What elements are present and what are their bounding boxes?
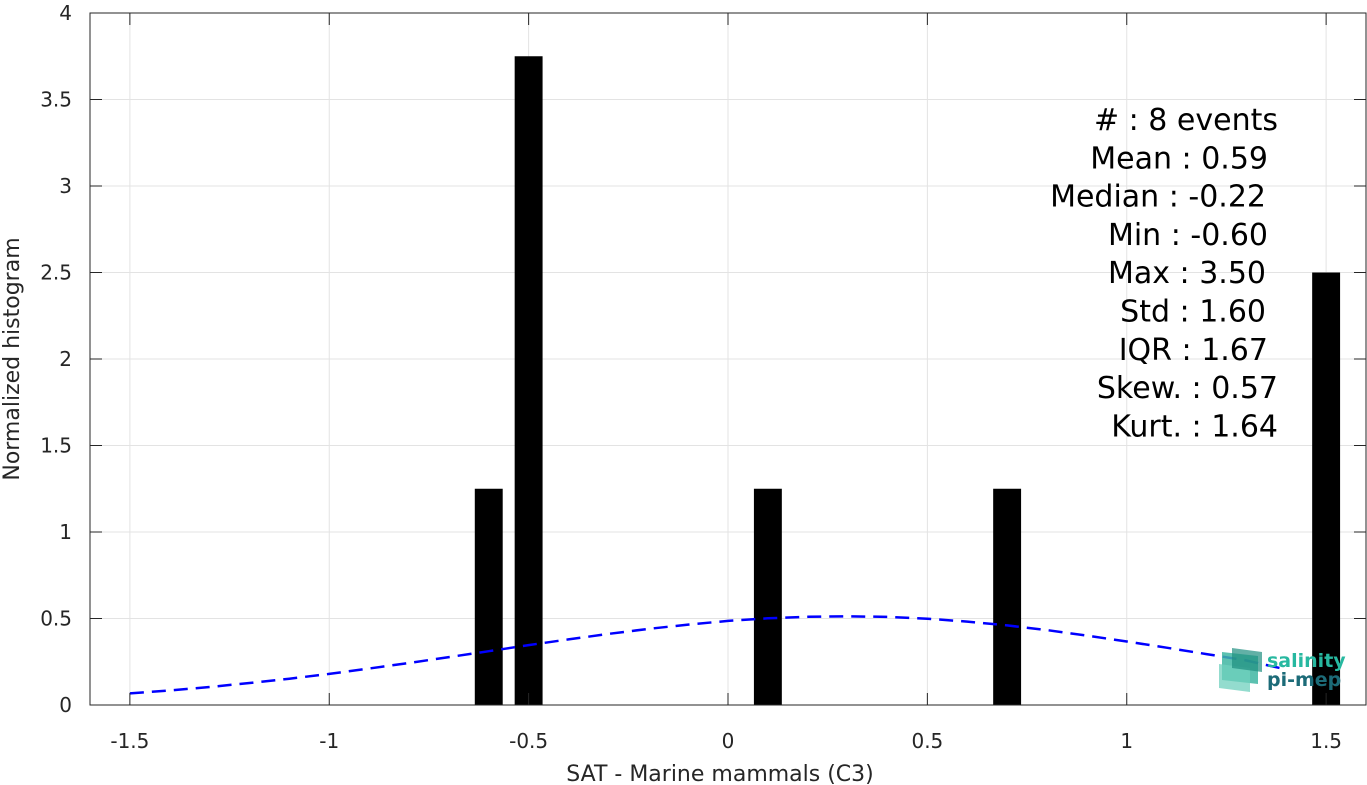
- stat-line: Mean : 0.59: [1090, 141, 1268, 176]
- histogram-bar: [753, 488, 782, 705]
- y-tick-label: 1.5: [40, 434, 72, 458]
- y-tick-label: 1: [59, 520, 72, 544]
- x-tick-label: -0.5: [509, 729, 548, 753]
- logo-line2: pi-mep: [1267, 669, 1341, 691]
- y-tick-label: 2.5: [40, 261, 72, 285]
- histogram-bar: [514, 56, 543, 705]
- histogram-bar: [993, 488, 1022, 705]
- x-tick-label: 1.5: [1310, 729, 1342, 753]
- x-axis-title: SAT - Marine mammals (C3): [566, 762, 874, 785]
- histogram-bar: [1312, 272, 1341, 705]
- y-tick-label: 2: [59, 347, 72, 371]
- histogram-bars: [474, 56, 1341, 705]
- logo-line1: salinity: [1267, 650, 1346, 672]
- stat-line: Max : 3.50: [1108, 256, 1266, 291]
- x-tick-label: -1.5: [110, 729, 149, 753]
- y-tick-label: 3.5: [40, 88, 72, 112]
- x-tick-label: 0.5: [911, 729, 943, 753]
- histogram-bar: [474, 488, 503, 705]
- stat-line: Std : 1.60: [1120, 295, 1266, 330]
- x-tick-label: 0: [722, 729, 735, 753]
- y-tick-label: 0.5: [40, 607, 72, 631]
- stat-line: Median : -0.22: [1050, 180, 1266, 215]
- stat-line: Min : -0.60: [1108, 218, 1268, 253]
- stat-line: IQR : 1.67: [1119, 333, 1268, 368]
- salinity-pi-mep-logo: salinity pi-mep: [1219, 648, 1346, 692]
- y-tick-label: 0: [59, 693, 72, 717]
- stat-line: Skew. : 0.57: [1097, 371, 1278, 406]
- y-tick-label: 3: [59, 174, 72, 198]
- x-tick-labels: -1.5 -1 -0.5 0 0.5 1 1.5: [110, 729, 1342, 753]
- stat-line: # : 8 events: [1094, 103, 1278, 138]
- stat-line: Kurt. : 1.64: [1111, 409, 1278, 444]
- x-tick-label: 1: [1120, 729, 1133, 753]
- x-tick-label: -1: [319, 729, 339, 753]
- axis-ticks: [90, 12, 1366, 706]
- normal-fit-curve: [129, 615, 1287, 695]
- y-tick-label: 4: [59, 1, 72, 25]
- y-axis-title: Normalized histogram: [0, 237, 25, 480]
- y-tick-labels: 0 0.5 1 1.5 2 2.5 3 3.5 4: [40, 1, 72, 717]
